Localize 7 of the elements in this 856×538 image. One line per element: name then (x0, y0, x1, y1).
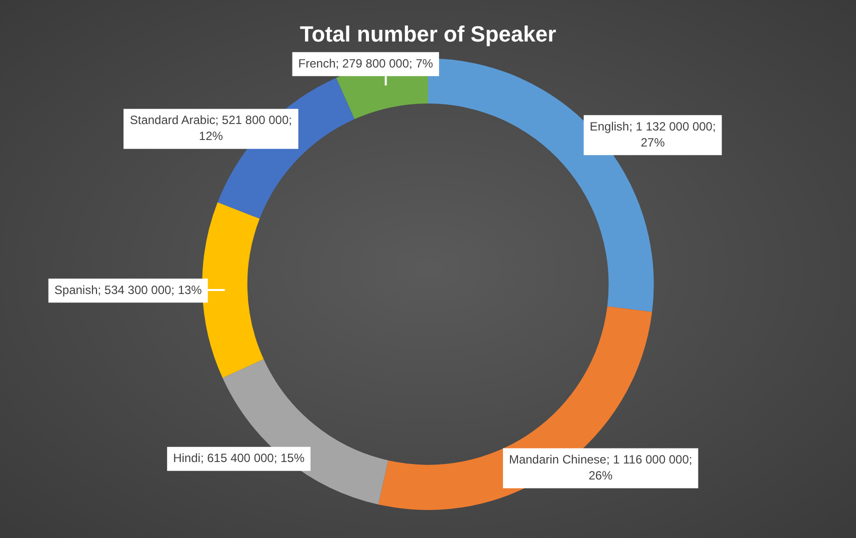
slice-label: Spanish; 534 300 000; 13% (54, 282, 202, 297)
slice-label: Mandarin Chinese; 1 116 000 000; 26% (508, 452, 692, 483)
chart-title: Total number of Speaker (300, 21, 557, 46)
slice-label: English; 1 132 000 000; 27% (590, 119, 716, 150)
slice-label: Hindi; 615 400 000; 15% (173, 451, 305, 466)
slice-label: Standard Arabic; 521 800 000; 12% (130, 113, 292, 144)
slice-label: French; 279 800 000; 7% (298, 56, 434, 70)
